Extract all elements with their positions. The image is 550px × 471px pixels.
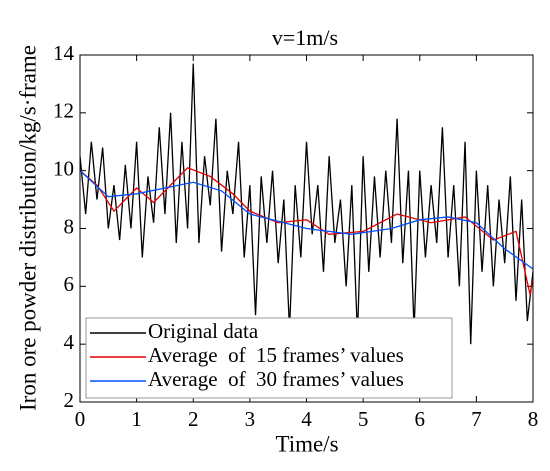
- x-tick-label: 4: [301, 407, 312, 431]
- legend-label: Average of 15 frames’ values: [148, 343, 404, 367]
- y-tick-label: 12: [53, 99, 74, 123]
- plot-frame: [79, 54, 534, 403]
- x-tick-label: 7: [471, 407, 482, 431]
- x-tick-label: 5: [358, 407, 369, 431]
- x-tick-label: 1: [131, 407, 142, 431]
- y-tick-label: 8: [64, 214, 75, 238]
- series-line: [79, 167, 534, 296]
- x-tick-label: 8: [528, 407, 539, 431]
- x-tick-label: 3: [245, 407, 256, 431]
- series-line: [79, 63, 534, 345]
- y-tick-label: 4: [64, 330, 75, 354]
- y-tick-label: 14: [53, 41, 75, 65]
- series-line: [79, 170, 534, 270]
- x-tick-label: 6: [415, 407, 426, 431]
- legend-box: [85, 317, 453, 399]
- y-tick-label: 10: [53, 156, 74, 180]
- x-axis-label: Time/s: [275, 431, 338, 456]
- y-tick-label: 2: [64, 388, 75, 412]
- x-tick-label: 2: [188, 407, 199, 431]
- x-tick-label: 0: [75, 407, 86, 431]
- chart-title: v=1m/s: [272, 25, 338, 50]
- y-tick-label: 6: [64, 272, 75, 296]
- legend-label: Original data: [148, 319, 259, 343]
- legend-label: Average of 30 frames’ values: [148, 367, 404, 391]
- y-axis-label: Iron ore powder distribution/kg/s·frame: [15, 45, 40, 411]
